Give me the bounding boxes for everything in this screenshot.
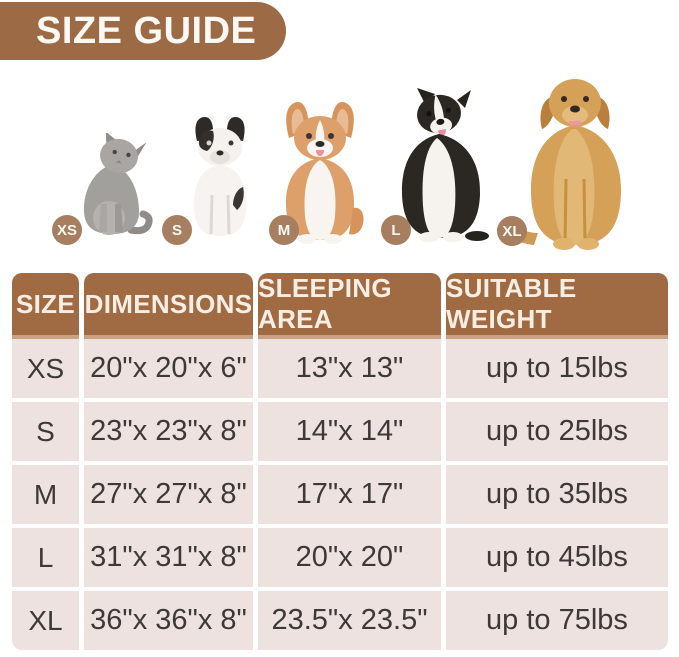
cell-dimensions: 23"x 23"x 8" <box>84 402 253 461</box>
size-guide-table: SIZE DIMENSIONS SLEEPING AREA SUITABLE W… <box>12 273 668 650</box>
size-badge-s: S <box>162 215 192 245</box>
cell-dimensions: 27"x 27"x 8" <box>84 465 253 524</box>
cell-suitable-weight: up to 15lbs <box>446 339 668 398</box>
cell-suitable-weight: up to 45lbs <box>446 528 668 587</box>
column-header-size: SIZE <box>12 273 79 335</box>
cell-sleeping-area: 14"x 14" <box>258 402 441 461</box>
cell-suitable-weight: up to 35lbs <box>446 465 668 524</box>
cell-dimensions: 20"x 20"x 6" <box>84 339 253 398</box>
border-collie-illustration <box>401 88 489 242</box>
size-badge-xl: XL <box>497 216 527 246</box>
cell-size: XS <box>12 339 79 398</box>
cell-size: S <box>12 402 79 461</box>
size-badge-l: L <box>381 215 411 245</box>
cell-sleeping-area: 13"x 13" <box>258 339 441 398</box>
cell-suitable-weight: up to 25lbs <box>446 402 668 461</box>
cell-dimensions: 31"x 31"x 8" <box>84 528 253 587</box>
cell-sleeping-area: 23.5"x 23.5" <box>258 591 441 650</box>
cell-sleeping-area: 17"x 17" <box>258 465 441 524</box>
animals-row: XS S M L XL <box>0 0 679 260</box>
corgi-illustration <box>285 101 364 244</box>
cell-dimensions: 36"x 36"x 8" <box>84 591 253 650</box>
french-bulldog-illustration <box>193 117 247 236</box>
size-badge-m: M <box>269 215 299 245</box>
cat-illustration <box>83 133 153 235</box>
cell-size: L <box>12 528 79 587</box>
column-header-suitable-weight: SUITABLE WEIGHT <box>446 273 668 335</box>
size-guide-banner: SIZE GUIDE <box>0 2 286 60</box>
cell-size: XL <box>12 591 79 650</box>
page-title: SIZE GUIDE <box>36 9 257 52</box>
column-header-sleeping-area: SLEEPING AREA <box>258 273 441 335</box>
cell-suitable-weight: up to 75lbs <box>446 591 668 650</box>
cell-sleeping-area: 20"x 20" <box>258 528 441 587</box>
cell-size: M <box>12 465 79 524</box>
golden-retriever-illustration <box>509 79 622 250</box>
size-badge-xs: XS <box>52 215 82 245</box>
column-header-dimensions: DIMENSIONS <box>84 273 253 335</box>
